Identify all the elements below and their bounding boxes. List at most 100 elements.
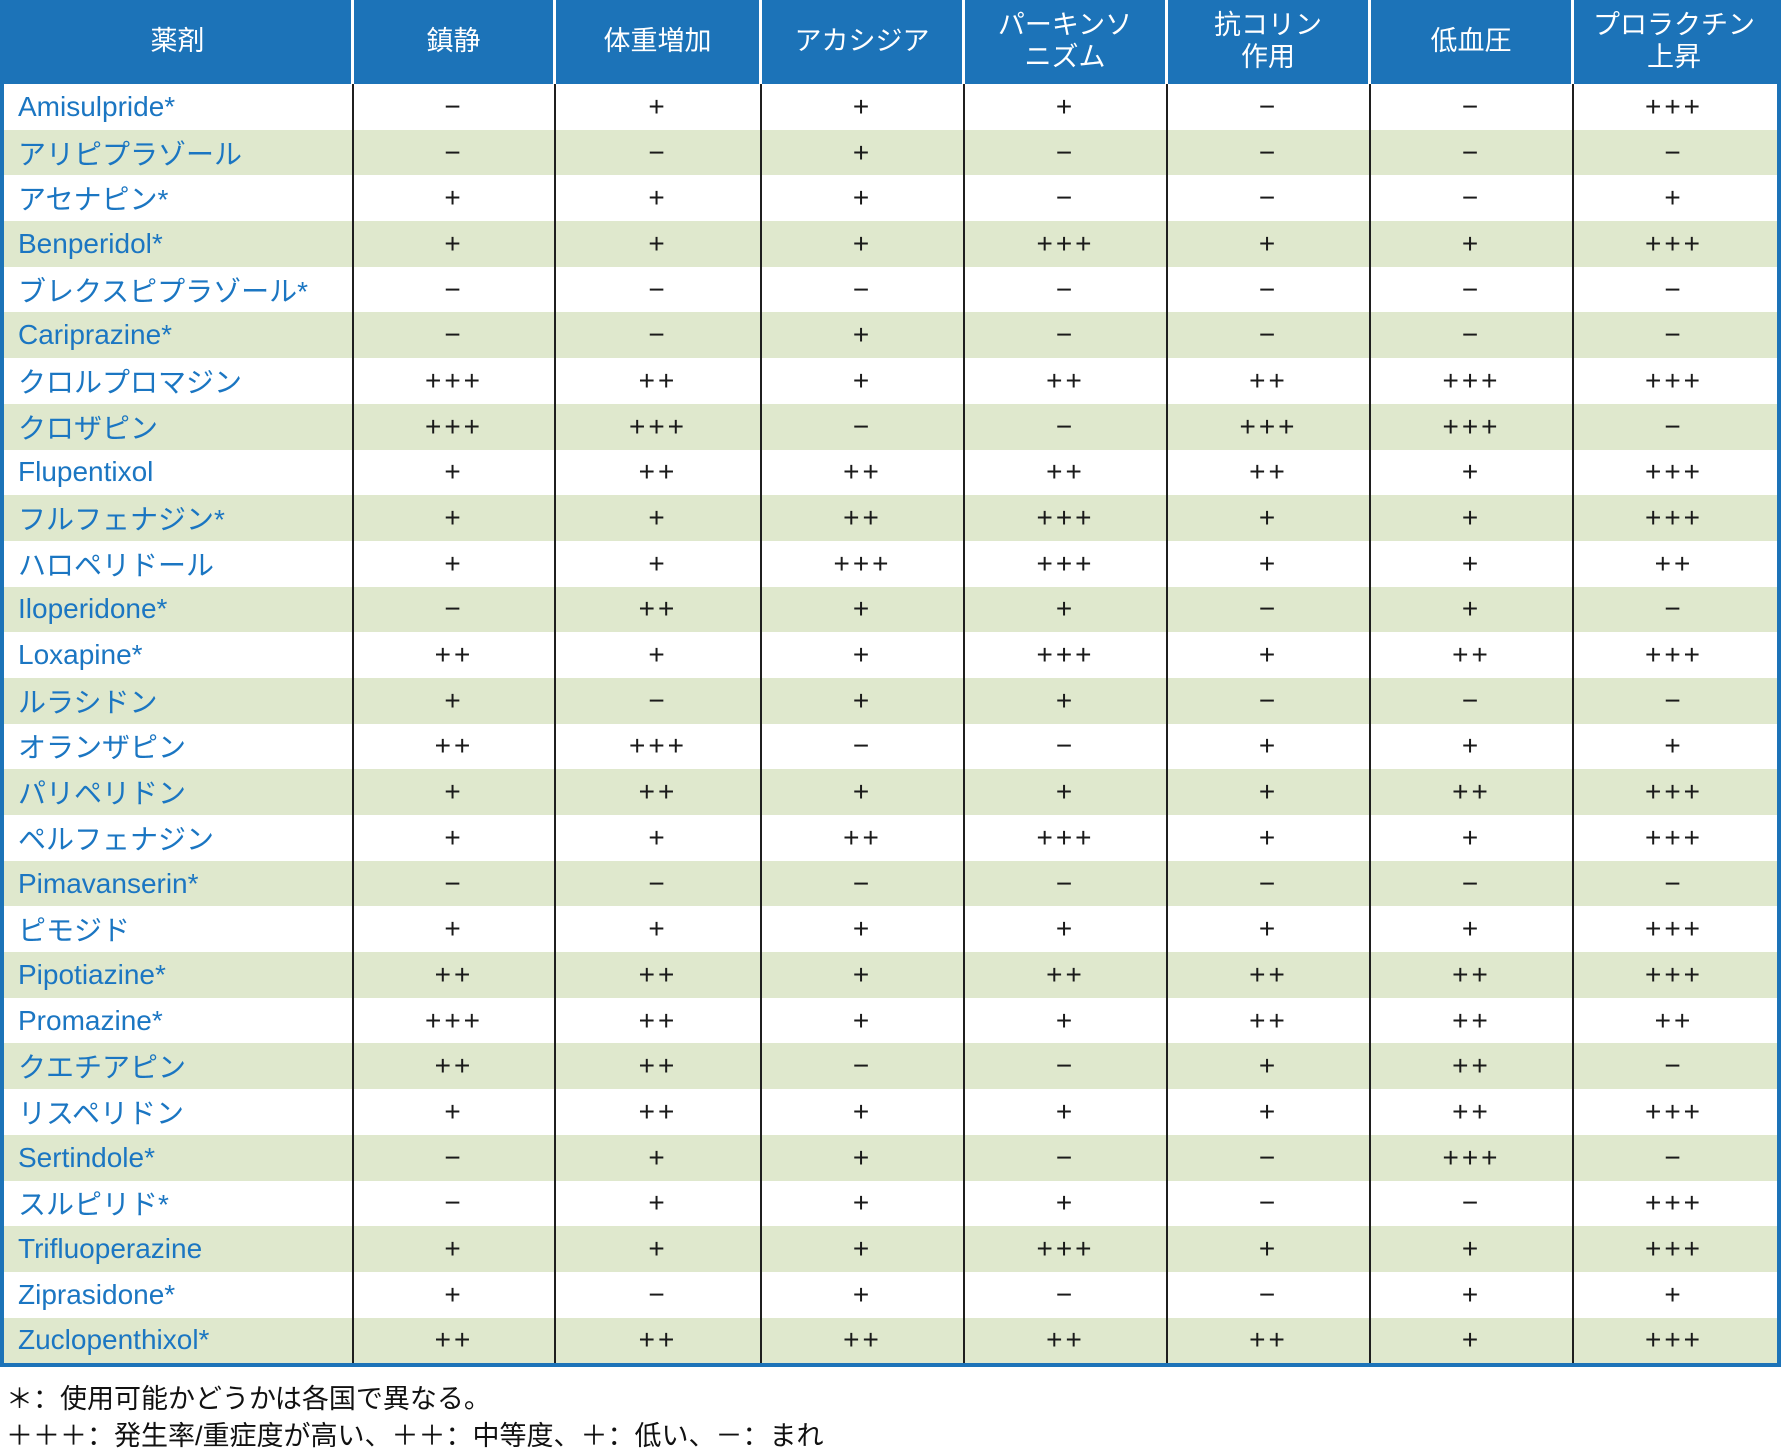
value-cell-anticholinergic: + [1168, 769, 1371, 815]
value-cell-hypotension: − [1371, 860, 1574, 907]
value-cell-hypotension: + [1371, 723, 1574, 770]
value-cell-akathisia: + [762, 632, 965, 678]
value-cell-hypotension: ++ [1371, 952, 1574, 998]
value-cell-parkinsonism: + [965, 997, 1168, 1044]
table-row: Ziprasidone* + − + − − + + [4, 1271, 1777, 1318]
column-header-akathisia: アカシジア [762, 0, 965, 84]
value-cell-akathisia: ++ [762, 449, 965, 496]
value-cell-parkinsonism: + [965, 906, 1168, 953]
value-cell-anticholinergic: + [1168, 723, 1371, 770]
value-cell-weight-gain: +++ [556, 723, 762, 770]
value-cell-anticholinergic: + [1168, 815, 1371, 861]
footnote-legend: ＋＋＋：発生率/重症度が高い、＋＋：中等度、＋：低い、－：まれ [6, 1421, 824, 1452]
table-row: クロザピン +++ +++ − − +++ +++ − [4, 403, 1777, 450]
value-cell-prolactin: − [1664, 410, 1684, 442]
value-cell-prolactin: ++ [1654, 547, 1694, 579]
value-cell-anticholinergic: − [1168, 677, 1371, 724]
value-cell-hypotension: − [1371, 129, 1574, 176]
drug-name-cell: Sertindole* [4, 1134, 354, 1181]
drug-name-cell: Trifluoperazine [4, 1226, 354, 1272]
value-cell-parkinsonism: +++ [965, 495, 1168, 541]
value-cell-sedation: ++ [354, 1317, 556, 1364]
drug-name-cell: クエチアピン [4, 1043, 354, 1090]
value-cell-prolactin: +++ [1644, 456, 1704, 488]
value-cell-weight-gain: + [556, 815, 762, 861]
value-cell-anticholinergic: +++ [1168, 403, 1371, 450]
value-cell-prolactin: +++ [1644, 1095, 1704, 1127]
value-cell-akathisia: + [762, 1089, 965, 1135]
value-cell-anticholinergic: + [1168, 1089, 1371, 1135]
value-cell-hypotension: + [1371, 449, 1574, 496]
value-cell-anticholinergic: − [1168, 312, 1371, 359]
value-cell-sedation: + [354, 1089, 556, 1135]
value-cell-weight-gain: ++ [556, 1043, 762, 1090]
value-cell-hypotension: ++ [1371, 1043, 1574, 1090]
value-cell-akathisia: ++ [762, 1317, 965, 1364]
value-cell-akathisia: + [762, 312, 965, 359]
value-cell-sedation: − [354, 860, 556, 907]
value-cell-parkinsonism: − [965, 312, 1168, 359]
value-cell-prolactin: +++ [1644, 1187, 1704, 1219]
value-cell-hypotension: − [1371, 175, 1574, 222]
value-cell-sedation: + [354, 906, 556, 953]
value-cell-sedation: − [354, 266, 556, 313]
value-cell-sedation: + [354, 495, 556, 541]
table-row: ハロペリドール + + +++ +++ + + ++ [4, 540, 1777, 587]
value-cell-prolactin: +++ [1644, 821, 1704, 853]
table-row: Flupentixol + ++ ++ ++ ++ + +++ [4, 449, 1777, 496]
value-cell-sedation: + [354, 815, 556, 861]
value-cell-parkinsonism: − [965, 860, 1168, 907]
value-cell-anticholinergic: − [1168, 860, 1371, 907]
table-row: Iloperidone* − ++ + + − + − [4, 586, 1777, 633]
value-cell-akathisia: − [762, 860, 965, 907]
value-cell-akathisia: − [762, 403, 965, 450]
value-cell-parkinsonism: + [965, 769, 1168, 815]
drug-name-cell: Ziprasidone* [4, 1271, 354, 1318]
drug-name-cell: ハロペリドール [4, 540, 354, 587]
value-cell-hypotension: ++ [1371, 632, 1574, 678]
value-cell-anticholinergic: ++ [1168, 449, 1371, 496]
value-cell-akathisia: + [762, 906, 965, 953]
value-cell-prolactin: + [1664, 182, 1684, 214]
table-row: リスペリドン + ++ + + + ++ +++ [4, 1089, 1777, 1135]
value-cell-prolactin: − [1664, 593, 1684, 625]
value-cell-weight-gain: + [556, 906, 762, 953]
value-cell-akathisia: − [762, 1043, 965, 1090]
table-row: Pimavanserin* − − − − − − − [4, 860, 1777, 907]
value-cell-akathisia: + [762, 175, 965, 222]
value-cell-parkinsonism: − [965, 1271, 1168, 1318]
value-cell-hypotension: + [1371, 1271, 1574, 1318]
value-cell-akathisia: + [762, 1180, 965, 1227]
drug-name-cell: Zuclopenthixol* [4, 1317, 354, 1364]
value-cell-anticholinergic: + [1168, 495, 1371, 541]
value-cell-akathisia: − [762, 266, 965, 313]
drug-name-cell: パリペリドン [4, 769, 354, 815]
drug-name-cell: Pimavanserin* [4, 860, 354, 907]
value-cell-hypotension: +++ [1371, 1134, 1574, 1181]
value-cell-akathisia: + [762, 358, 965, 404]
value-cell-parkinsonism: − [965, 129, 1168, 176]
value-cell-weight-gain: ++ [556, 1317, 762, 1364]
value-cell-sedation: + [354, 540, 556, 587]
value-cell-anticholinergic: + [1168, 1043, 1371, 1090]
value-cell-hypotension: + [1371, 1226, 1574, 1272]
column-header-anticholinergic: 抗コリン 作用 [1168, 0, 1371, 84]
drug-name-cell: アリピプラゾール [4, 129, 354, 176]
value-cell-hypotension: − [1371, 1180, 1574, 1227]
value-cell-parkinsonism: + [965, 1089, 1168, 1135]
value-cell-prolactin: +++ [1644, 1324, 1704, 1356]
footnote-availability: ＊：使用可能かどうかは各国で異なる。 [6, 1384, 491, 1415]
value-cell-sedation: + [354, 1271, 556, 1318]
value-cell-prolactin: − [1664, 319, 1684, 351]
value-cell-weight-gain: + [556, 495, 762, 541]
table-row: ブレクスピプラゾール* − − − − − − − [4, 266, 1777, 313]
value-cell-akathisia: + [762, 1226, 965, 1272]
table-row: Cariprazine* − − + − − − − [4, 312, 1777, 359]
value-cell-weight-gain: ++ [556, 358, 762, 404]
table-row: Sertindole* − + + − − +++ − [4, 1134, 1777, 1181]
value-cell-hypotension: + [1371, 495, 1574, 541]
value-cell-parkinsonism: + [965, 677, 1168, 724]
value-cell-hypotension: + [1371, 1317, 1574, 1364]
drug-name-cell: スルピリド* [4, 1180, 354, 1227]
value-cell-hypotension: − [1371, 312, 1574, 359]
